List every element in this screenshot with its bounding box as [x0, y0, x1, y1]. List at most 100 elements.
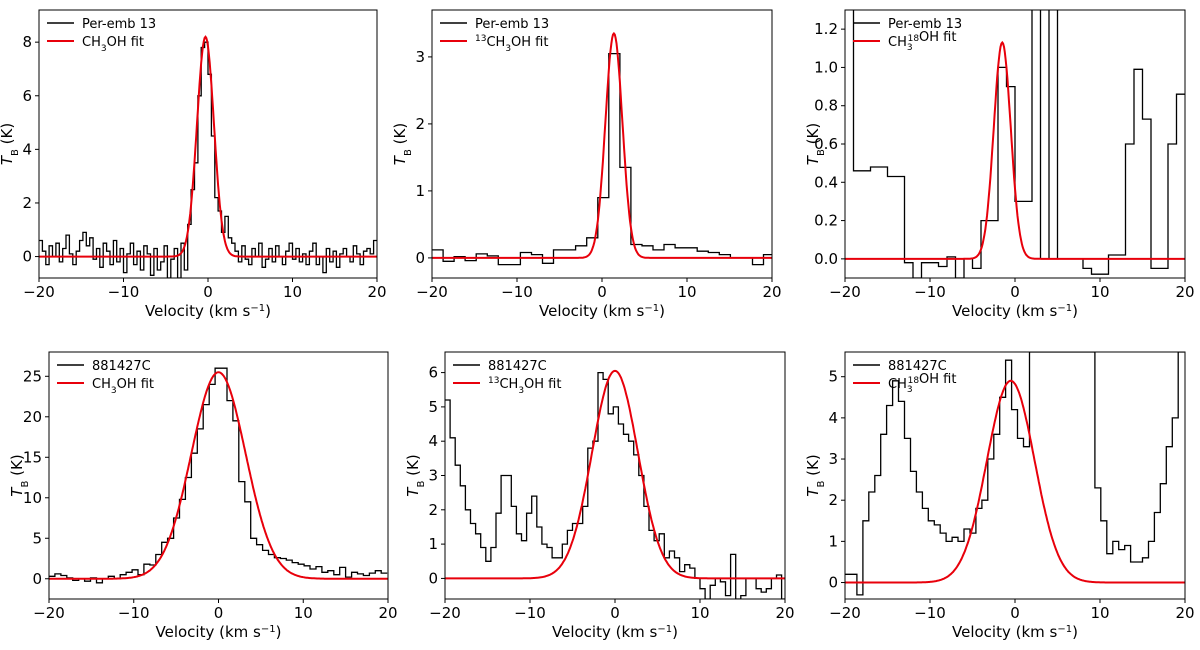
x-tick-label: −10: [118, 604, 150, 622]
legend-observed-label: Per-emb 13: [888, 17, 962, 32]
observed-spectrum: [432, 52, 772, 266]
y-tick-label: 0: [428, 569, 438, 587]
panel-top-left: −20 −10 0 10 20 0 2 4 6 8 Velocity (km s−1) TB (K) P…: [0, 9, 387, 320]
legend-fit-label: CH3OH fit: [82, 35, 144, 54]
y-tick-label: 5: [428, 398, 438, 416]
legend-fit-label: 13CH3OH fit: [475, 34, 548, 54]
legend-observed-label: 881427C: [488, 359, 547, 374]
y-tick-label: 1.2: [814, 20, 838, 38]
x-tick-label: 10: [283, 283, 302, 301]
x-tick-label: 0: [610, 604, 620, 622]
y-tick-label: 0: [32, 570, 42, 588]
axes-frame: [444, 351, 786, 600]
x-axis-label: Velocity (km s−1): [552, 623, 678, 641]
x-axis-label: Velocity (km s−1): [952, 623, 1078, 641]
legend-fit-label: CH318OH fit: [888, 30, 956, 53]
fit-curve: [39, 35, 377, 258]
y-axis-label: TB (K): [0, 123, 21, 165]
panel-bottom-middle: −20 −10 0 10 20 0 1 2 3 4 5 6 Velocity (km s−1) TB (K…: [404, 351, 795, 641]
y-tick-label: 10: [23, 489, 42, 507]
y-tick-label: 4: [428, 432, 438, 450]
y-tick-label: 4: [22, 140, 32, 158]
panel-bottom-right: −20 −10 0 10 20 0 1 2 3 4 5 Velocity (km s−1) TB (K)…: [804, 351, 1195, 641]
y-tick-label: 5: [32, 529, 42, 547]
fit-curve: [845, 379, 1185, 584]
panel-top-middle: −20 −10 0 10 20 0 1 2 3 Velocity (km s−1) TB (K) Pe…: [391, 9, 782, 320]
y-tick-label: 0: [415, 249, 425, 267]
legend-observed-label: Per-emb 13: [82, 17, 156, 32]
x-tick-label: −10: [914, 604, 946, 622]
y-tick-label: 2: [415, 115, 425, 133]
x-tick-label: 0: [1010, 604, 1020, 622]
observed-spectrum: [49, 367, 388, 584]
legend-fit-label: 13CH3OH fit: [488, 376, 561, 396]
y-tick-label: 1: [415, 182, 425, 200]
y-axis-label: TB (K): [804, 454, 827, 496]
y-tick-label: 2: [22, 194, 32, 212]
y-tick-label: 4: [828, 409, 838, 427]
x-tick-label: −10: [514, 604, 546, 622]
y-tick-label: 15: [23, 448, 42, 466]
legend-fit-label: CH3OH fit: [92, 377, 154, 396]
x-tick-label: 10: [690, 604, 709, 622]
y-tick-label: 0.4: [814, 173, 838, 191]
legend-observed-label: 881427C: [92, 359, 151, 374]
y-tick-label: 1: [828, 532, 838, 550]
x-tick-label: −20: [429, 604, 461, 622]
y-axis-label: TB (K): [804, 123, 827, 165]
y-tick-label: 6: [22, 87, 32, 105]
observed-spectrum: [39, 41, 377, 278]
y-tick-label: 3: [428, 467, 438, 485]
x-axis-label: Velocity (km s−1): [145, 302, 271, 320]
legend-observed-label: Per-emb 13: [475, 17, 549, 32]
legend-fit-label: CH318OH fit: [888, 372, 956, 395]
x-axis-label: Velocity (km s−1): [156, 623, 282, 641]
x-tick-label: 20: [775, 604, 794, 622]
x-axis-label: Velocity (km s−1): [952, 302, 1078, 320]
fit-curve: [432, 31, 772, 259]
y-tick-label: 6: [428, 364, 438, 382]
observed-spectrum: [852, 10, 1185, 278]
x-tick-label: 20: [1175, 283, 1194, 301]
y-tick-label: 0: [828, 574, 838, 592]
x-axis-label: Velocity (km s−1): [539, 302, 665, 320]
x-tick-label: 20: [378, 604, 397, 622]
legend-observed-label: 881427C: [888, 359, 947, 374]
axes-frame: [431, 9, 773, 279]
x-tick-label: −20: [829, 283, 861, 301]
y-tick-label: 20: [23, 408, 42, 426]
y-tick-label: 0.8: [814, 97, 838, 115]
x-tick-label: 10: [1090, 283, 1109, 301]
x-tick-label: −10: [108, 283, 140, 301]
y-tick-label: 3: [828, 450, 838, 468]
x-tick-label: 0: [597, 283, 607, 301]
y-tick-label: 2: [428, 501, 438, 519]
y-tick-label: 1.0: [814, 58, 838, 76]
x-tick-label: −20: [23, 283, 55, 301]
x-tick-label: 20: [762, 283, 781, 301]
y-tick-label: 5: [828, 368, 838, 386]
x-tick-label: −20: [416, 283, 448, 301]
x-tick-label: 0: [203, 283, 213, 301]
y-tick-label: 2: [828, 491, 838, 509]
y-tick-label: 3: [415, 48, 425, 66]
y-axis-label: TB (K): [8, 454, 31, 496]
x-tick-label: 0: [214, 604, 224, 622]
x-tick-label: −10: [501, 283, 533, 301]
y-axis-label: TB (K): [404, 454, 427, 496]
y-tick-label: 0.0: [814, 250, 838, 268]
x-tick-label: 10: [677, 283, 696, 301]
panel-top-right: −20 −10 0 10 20 0.0 0.2 0.4 0.6 0.8 1.0 1.2 Velocity…: [804, 9, 1195, 320]
y-axis-label: TB (K): [391, 123, 414, 165]
y-tick-label: 0: [22, 248, 32, 266]
fit-curve: [49, 371, 388, 580]
y-tick-label: 0.2: [814, 212, 838, 230]
x-tick-label: −10: [914, 283, 946, 301]
x-tick-label: 10: [294, 604, 313, 622]
observed-spectrum: [845, 352, 1185, 596]
y-tick-label: 25: [23, 367, 42, 385]
x-tick-label: −20: [829, 604, 861, 622]
x-tick-label: −20: [33, 604, 65, 622]
